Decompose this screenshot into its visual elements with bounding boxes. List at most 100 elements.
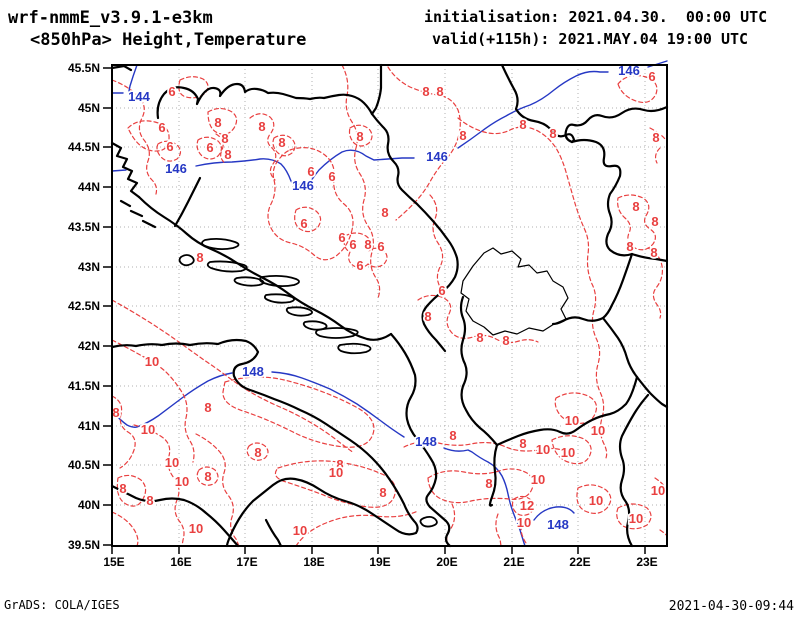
border-serbia-bulgaria	[551, 252, 634, 326]
lon-label: 15E	[103, 555, 124, 569]
temp-contour-label: 10	[531, 472, 545, 487]
height-contour-146	[457, 70, 609, 149]
temp-contour-label: 8	[422, 84, 429, 99]
lon-label: 21E	[503, 555, 524, 569]
temp-contour	[649, 127, 667, 164]
temp-contour-label: 10	[189, 521, 203, 536]
border-romania-north	[564, 105, 669, 144]
height-contours	[111, 60, 668, 547]
temp-contour-label: 10	[536, 442, 550, 457]
temp-contour	[511, 495, 535, 516]
border-sava	[156, 63, 383, 120]
temp-contour-label: 10	[141, 422, 155, 437]
lon-label: 16E	[170, 555, 191, 569]
temp-contour-label: 10	[651, 483, 665, 498]
temp-contour-label: 8	[254, 445, 261, 460]
height-contour-label: 148	[547, 517, 569, 532]
island	[263, 293, 295, 304]
temp-contour-label: 8	[651, 214, 658, 229]
level-variables-title: <850hPa> Height,Temperature	[30, 30, 307, 50]
temp-contour-label: 10	[565, 413, 579, 428]
map-frame	[111, 64, 668, 547]
temp-contour	[551, 435, 592, 465]
temp-contour-label: 8	[221, 131, 228, 146]
temp-contour	[617, 194, 656, 251]
temp-contour	[446, 503, 527, 547]
border-greece-albania-south	[488, 443, 499, 507]
temp-contour	[429, 194, 444, 291]
temp-contour	[111, 395, 136, 469]
border-albania-macedonia	[459, 295, 499, 447]
lon-label: 17E	[236, 555, 257, 569]
island	[178, 254, 195, 267]
temp-contour-label: 6	[168, 84, 175, 99]
lat-label: 44N	[78, 180, 100, 194]
lon-label: 18E	[303, 555, 324, 569]
border-greece-interior	[618, 393, 650, 548]
island	[233, 276, 265, 287]
temp-contour-label: 12	[520, 498, 534, 513]
temp-contour	[116, 474, 147, 507]
lon-label: 19E	[369, 555, 390, 569]
temp-contour	[222, 376, 375, 448]
temp-contour-label: 8	[449, 428, 456, 443]
initialisation-time: initialisation: 2021.04.30. 00:00 UTC	[424, 8, 768, 26]
temp-contour-label: 10	[561, 445, 575, 460]
temp-contour-label: 8	[356, 129, 363, 144]
lat-label: 45N	[78, 101, 100, 115]
top-left-border	[110, 64, 133, 72]
height-contour-148	[271, 371, 405, 438]
coastlines-borders	[110, 63, 669, 548]
temp-contour-label: 8	[196, 250, 203, 265]
temp-contour	[215, 133, 227, 165]
islets-kvarner	[119, 199, 157, 229]
lat-label: 39.5N	[68, 538, 100, 552]
island	[285, 306, 313, 317]
temp-contour-label: 8	[381, 205, 388, 220]
height-contour-label: 146	[426, 149, 448, 164]
temp-contour-label: 8	[485, 476, 492, 491]
temp-contour-label: 10	[591, 423, 605, 438]
lat-label: 42.5N	[68, 299, 100, 313]
temp-contour-label: 8	[224, 147, 231, 162]
coastline-dalmatia	[137, 195, 393, 341]
lat-label: 42N	[78, 339, 100, 353]
temp-contour	[417, 294, 539, 344]
temp-contour	[403, 441, 563, 452]
temp-contour	[294, 206, 322, 233]
temp-contour	[111, 339, 195, 463]
temp-contour-label: 8	[436, 84, 443, 99]
temp-contour-label: 8	[336, 457, 343, 472]
lat-label: 45.5N	[68, 61, 100, 75]
grads-credit: GrADS: COLA/IGES	[4, 598, 120, 612]
temp-contour	[196, 466, 219, 486]
border-croatia-serbia-bosnia	[370, 112, 459, 353]
temp-contour-label: 6	[349, 237, 356, 252]
island	[201, 237, 240, 251]
temp-contour	[343, 232, 388, 269]
height-contour-label: 148	[242, 364, 264, 379]
height-contour-146	[195, 149, 415, 191]
temp-contour	[457, 117, 608, 459]
coastline-montenegro-albania	[389, 332, 452, 548]
temp-contour-label: 8	[146, 493, 153, 508]
model-title: wrf-nmmE_v3.9.1-e3km	[8, 8, 213, 28]
temp-contour-label: 8	[626, 239, 633, 254]
temp-contour	[617, 74, 658, 104]
temp-contour-label: 10	[589, 493, 603, 508]
temp-contour-label: 8	[632, 199, 639, 214]
island-corfu	[419, 515, 438, 528]
border-croatia-bosnia-west	[173, 176, 202, 228]
temp-contour-label: 10	[175, 474, 189, 489]
temp-contour-label: 8	[364, 237, 371, 252]
temp-contour-label: 6	[307, 164, 314, 179]
height-contour-148	[533, 506, 575, 521]
height-contour-label: 148	[415, 434, 437, 449]
temp-contour-label: 6	[338, 230, 345, 245]
temp-contour	[196, 136, 223, 160]
temp-contour	[427, 468, 534, 504]
temp-contour-label: 10	[517, 515, 531, 530]
height-contour-148	[111, 372, 233, 428]
